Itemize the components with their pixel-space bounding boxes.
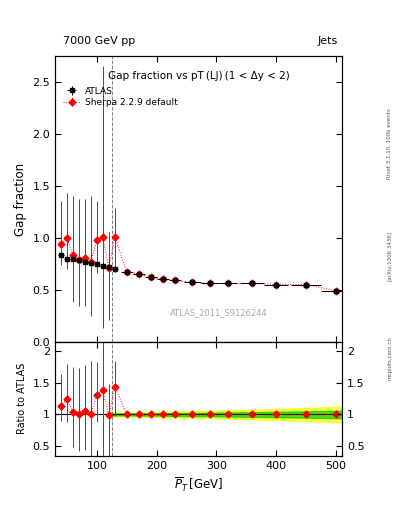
Legend: ATLAS, Sherpa 2.2.9 default: ATLAS, Sherpa 2.2.9 default [61, 85, 180, 109]
Text: ATLAS_2011_S9126244: ATLAS_2011_S9126244 [170, 309, 267, 317]
Y-axis label: Gap fraction: Gap fraction [14, 162, 27, 236]
X-axis label: $\overline{P}_T$ [GeV]: $\overline{P}_T$ [GeV] [174, 476, 223, 494]
Text: mcplots.cern.ch: mcplots.cern.ch [387, 336, 392, 380]
Text: Gap fraction vs pT (LJ) (1 < Δy < 2): Gap fraction vs pT (LJ) (1 < Δy < 2) [108, 71, 289, 80]
Text: 7000 GeV pp: 7000 GeV pp [63, 36, 135, 46]
Text: Rivet 3.1.10, 100k events: Rivet 3.1.10, 100k events [387, 108, 392, 179]
Y-axis label: Ratio to ATLAS: Ratio to ATLAS [17, 363, 27, 434]
Text: Jets: Jets [318, 36, 338, 46]
Text: [arXiv:1306.3436]: [arXiv:1306.3436] [387, 231, 392, 281]
